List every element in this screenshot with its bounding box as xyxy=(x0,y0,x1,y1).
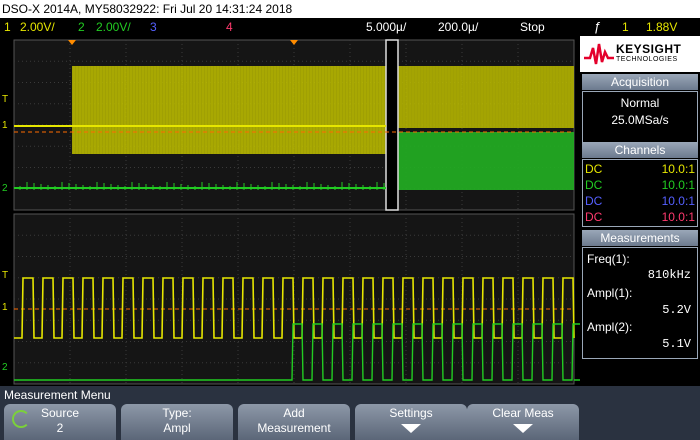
keysight-logo: KEYSIGHT TECHNOLOGIES xyxy=(580,36,700,72)
ch1-envelope-right xyxy=(398,66,574,128)
source-softkey[interactable]: Source 2 xyxy=(4,404,116,440)
acquisition-mode: Normal xyxy=(620,96,660,110)
delay-marker xyxy=(290,40,298,45)
ch2-scale[interactable]: 2.00V/ xyxy=(96,20,131,34)
softkey-menu: Measurement Menu Source 2 Type: Ampl Add… xyxy=(0,386,700,440)
type-softkey[interactable]: Type: Ampl xyxy=(121,404,233,440)
menu-title: Measurement Menu xyxy=(4,388,111,402)
channel-row-2: DC 10.0:1 xyxy=(585,178,695,192)
chevron-down-icon xyxy=(401,424,421,433)
meas-value-ampl1: 5.2V xyxy=(662,303,691,317)
ch2-number[interactable]: 2 xyxy=(78,20,85,34)
meas-label-ampl1: Ampl(1): xyxy=(587,286,633,300)
title-bar: DSO-X 2014A, MY58032922: Fri Jul 20 14:3… xyxy=(0,0,700,18)
status-bar: 1 2.00V/ 2 2.00V/ 3 4 5.000µ/ 200.0µ/ St… xyxy=(0,18,700,36)
waveform-svg[interactable]: T 1 2 T 1 2 xyxy=(0,36,580,386)
ch2-waveform xyxy=(14,323,580,381)
trigger-position-marker xyxy=(68,40,76,45)
acquisition-title: Acquisition xyxy=(582,74,698,90)
channels-box: DC 10.0:1 DC 10.0:1 DC 10.0:1 DC 10.0:1 xyxy=(582,159,698,227)
ch2-ground-marker[interactable]: 2 xyxy=(2,183,8,194)
trigger-source[interactable]: 1 xyxy=(622,20,629,34)
chevron-down-icon xyxy=(513,424,533,433)
ch1-number[interactable]: 1 xyxy=(4,20,11,34)
meas-label-freq1: Freq(1): xyxy=(587,252,630,266)
trigger-level[interactable]: 1.88V xyxy=(646,20,678,34)
ch2-ground-marker-zoom[interactable]: 2 xyxy=(2,362,8,373)
title-text: DSO-X 2014A, MY58032922: Fri Jul 20 14:3… xyxy=(2,2,293,16)
clear-meas-softkey[interactable]: Clear Meas xyxy=(467,404,579,440)
keysight-wave-icon xyxy=(584,43,614,65)
ch1-ground-marker-zoom[interactable]: 1 xyxy=(2,302,8,313)
rotary-knob-icon xyxy=(12,410,30,428)
zoom-region-marker[interactable] xyxy=(385,39,399,211)
trigger-edge-icon: ƒ xyxy=(594,19,602,34)
channel-row-4: DC 10.0:1 xyxy=(585,210,695,224)
waveform-display[interactable]: T 1 2 T 1 2 xyxy=(0,36,580,386)
ch3-number[interactable]: 3 xyxy=(150,20,157,34)
channels-title: Channels xyxy=(582,142,698,158)
ch2-envelope xyxy=(398,132,574,190)
trigger-level-marker-zoom: T xyxy=(2,270,8,281)
measurements-box: Freq(1): 810kHz Ampl(1): 5.2V Ampl(2): 5… xyxy=(582,247,698,359)
measurements-title: Measurements xyxy=(582,230,698,246)
run-state: Stop xyxy=(520,20,545,34)
ch4-number[interactable]: 4 xyxy=(226,20,233,34)
trigger-level-marker: T xyxy=(2,94,8,105)
acquisition-box: Normal 25.0MSa/s xyxy=(582,91,698,143)
meas-value-ampl2: 5.1V xyxy=(662,337,691,351)
meas-value-freq1: 810kHz xyxy=(647,268,691,282)
ch1-envelope xyxy=(72,66,386,154)
timebase-scale[interactable]: 5.000µ/ xyxy=(366,20,407,34)
acquisition-rate: 25.0MSa/s xyxy=(611,113,669,127)
horizontal-delay[interactable]: 200.0µ/ xyxy=(438,20,479,34)
meas-label-ampl2: Ampl(2): xyxy=(587,320,633,334)
channel-row-3: DC 10.0:1 xyxy=(585,194,695,208)
ch1-scale[interactable]: 2.00V/ xyxy=(20,20,55,34)
ch1-waveform xyxy=(14,277,575,339)
ch1-ground-marker[interactable]: 1 xyxy=(2,120,8,131)
settings-softkey[interactable]: Settings xyxy=(355,404,467,440)
channel-row-1: DC 10.0:1 xyxy=(585,162,695,176)
brand-name: KEYSIGHT xyxy=(616,42,682,56)
brand-sub: TECHNOLOGIES xyxy=(616,56,678,63)
side-panel: KEYSIGHT TECHNOLOGIES Acquisition Normal… xyxy=(580,36,700,386)
add-measurement-softkey[interactable]: Add Measurement xyxy=(238,404,350,440)
